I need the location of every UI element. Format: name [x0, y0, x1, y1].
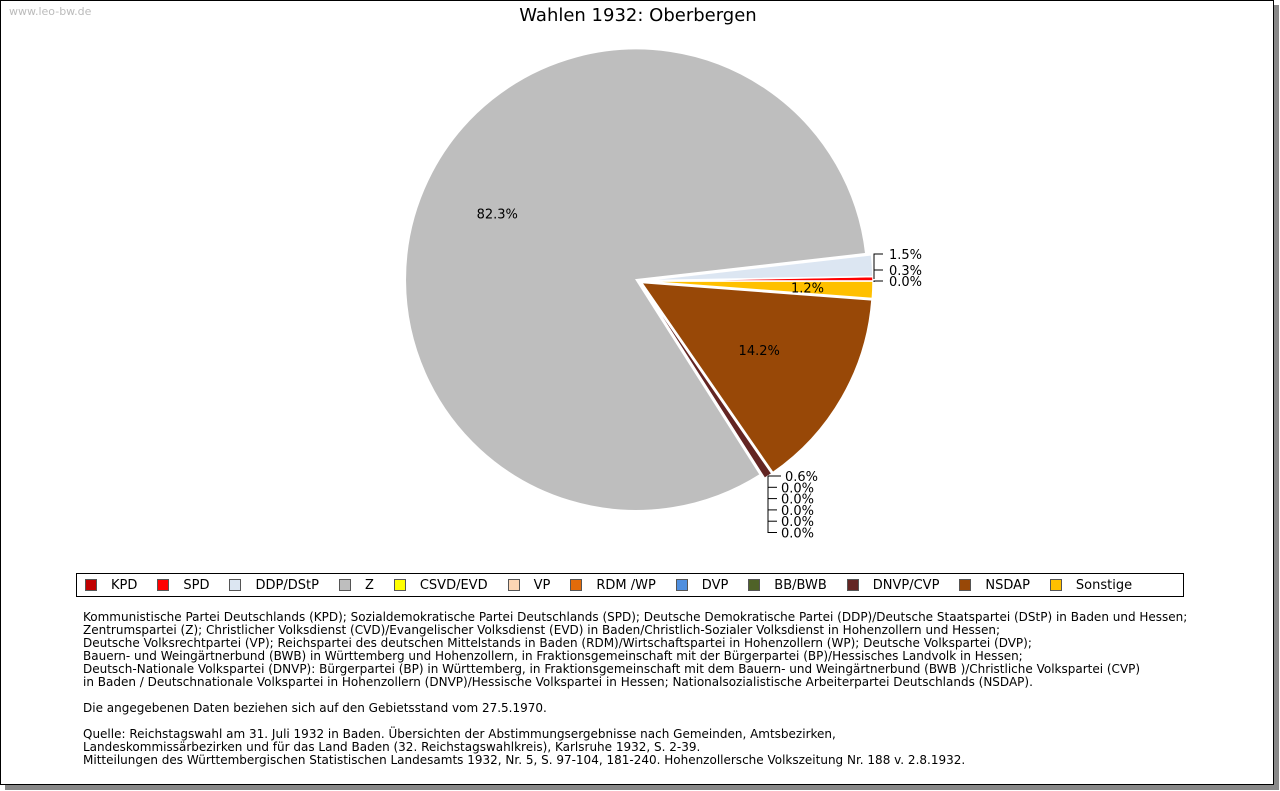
legend-label: SPD	[183, 577, 210, 593]
legend-label: Sonstige	[1075, 577, 1133, 593]
data-label-ddp-dstp: 1.5%	[889, 248, 922, 263]
data-label-kpd: 0.0%	[889, 275, 922, 290]
note-line: Quelle: Reichstagswahl am 31. Juli 1932 …	[83, 727, 836, 741]
pie-chart: 82.3%14.2%1.2%1.5%0.3%0.0%0.6%0.0%0.0%0.…	[404, 47, 922, 542]
note-line: Deutsche Volksrechtpartei (VP); Reichspa…	[83, 636, 1032, 650]
legend-label: VP	[533, 577, 551, 593]
legend-swatch	[157, 579, 170, 591]
note-line: in Baden / Deutschnationale Volkspartei …	[83, 675, 1033, 689]
legend-item-dnvp-cvp: DNVP/CVP	[846, 577, 940, 593]
legend-item-bb-bwb: BB/BWB	[748, 577, 827, 593]
legend-item-rdm-wp: RDM /WP	[570, 577, 656, 593]
note-line: Bauern- und Weingärtnerbund (BWB) in Wür…	[83, 649, 1023, 663]
pie-slice-sonstige	[641, 280, 874, 300]
legend-label: NSDAP	[985, 577, 1030, 593]
data-label-sonstige: 1.2%	[791, 281, 824, 296]
site-watermark: www.leo-bw.de	[9, 5, 92, 18]
note-line: Die angegebenen Daten beziehen sich auf …	[83, 701, 547, 715]
data-label-dvp: 0.0%	[781, 515, 814, 530]
note-line: Kommunistische Partei Deutschlands (KPD)…	[83, 610, 1188, 624]
data-label-csvd-evd: 0.0%	[781, 481, 814, 496]
legend-swatch	[1049, 579, 1062, 591]
legend-label: CSVD/EVD	[419, 577, 488, 593]
data-label-rdm-wp: 0.0%	[781, 504, 814, 519]
legend-swatch	[846, 579, 859, 591]
legend: KPD SPD DDP/DStP Z CSVD/EVD VP RDM /WP DVP BB/BW…	[76, 573, 1184, 597]
data-label-vp: 0.0%	[781, 493, 814, 508]
leader-line-kpd	[873, 280, 883, 282]
data-label-spd: 0.3%	[889, 264, 922, 279]
legend-label: Z	[364, 577, 374, 593]
legend-swatch	[748, 579, 761, 591]
legend-label: RDM /WP	[596, 577, 656, 593]
legend-swatch	[507, 579, 520, 591]
chart-title: Wahlen 1932: Oberbergen	[519, 5, 757, 26]
legend-item-sonstige: Sonstige	[1049, 577, 1133, 593]
legend-swatch	[85, 579, 97, 591]
legend-swatch	[393, 579, 406, 591]
data-label-z: 82.3%	[477, 207, 518, 222]
data-label-nsdap: 14.2%	[739, 344, 780, 359]
note-line: Mitteilungen des Württembergischen Stati…	[83, 753, 966, 767]
legend-swatch	[229, 579, 242, 591]
legend-swatch	[959, 579, 972, 591]
data-label-bb-bwb: 0.0%	[781, 527, 814, 542]
legend-label: DNVP/CVP	[872, 577, 940, 593]
leader-line-ddp-dstp	[873, 253, 883, 275]
legend-item-kpd: KPD	[85, 578, 137, 593]
legend-item-dvp: DVP	[675, 577, 729, 593]
notes: Kommunistische Partei Deutschlands (KPD)…	[83, 611, 1187, 767]
legend-item-ddp-dstp: DDP/DStP	[229, 577, 319, 593]
pie-slice-ddp-dstp	[641, 253, 874, 282]
leader-line-spd	[873, 269, 883, 279]
legend-item-csvd-evd: CSVD/EVD	[393, 577, 488, 593]
note-line: Landeskommissärbezirken und für das Land…	[83, 740, 701, 754]
legend-label: KPD	[111, 577, 138, 593]
note-line: Deutsch-Nationale Volkspartei (DNVP): Bü…	[83, 662, 1141, 676]
legend-item-spd: SPD	[157, 578, 209, 593]
pie-slice-z	[404, 47, 867, 512]
legend-item-vp: VP	[507, 577, 551, 593]
pie-slice-nsdap	[640, 281, 873, 474]
data-label-dnvp-cvp: 0.6%	[785, 470, 818, 485]
legend-item-z: Z	[338, 577, 374, 593]
legend-swatch	[338, 579, 351, 591]
legend-item-nsdap: NSDAP	[959, 578, 1030, 593]
legend-label: DVP	[701, 577, 729, 593]
legend-label: DDP/DStP	[255, 577, 319, 593]
legend-swatch	[570, 579, 583, 591]
legend-label: BB/BWB	[774, 577, 827, 593]
legend-swatch	[675, 579, 688, 591]
note-line: Zentrumspartei (Z); Christlicher Volksdi…	[83, 623, 1001, 637]
